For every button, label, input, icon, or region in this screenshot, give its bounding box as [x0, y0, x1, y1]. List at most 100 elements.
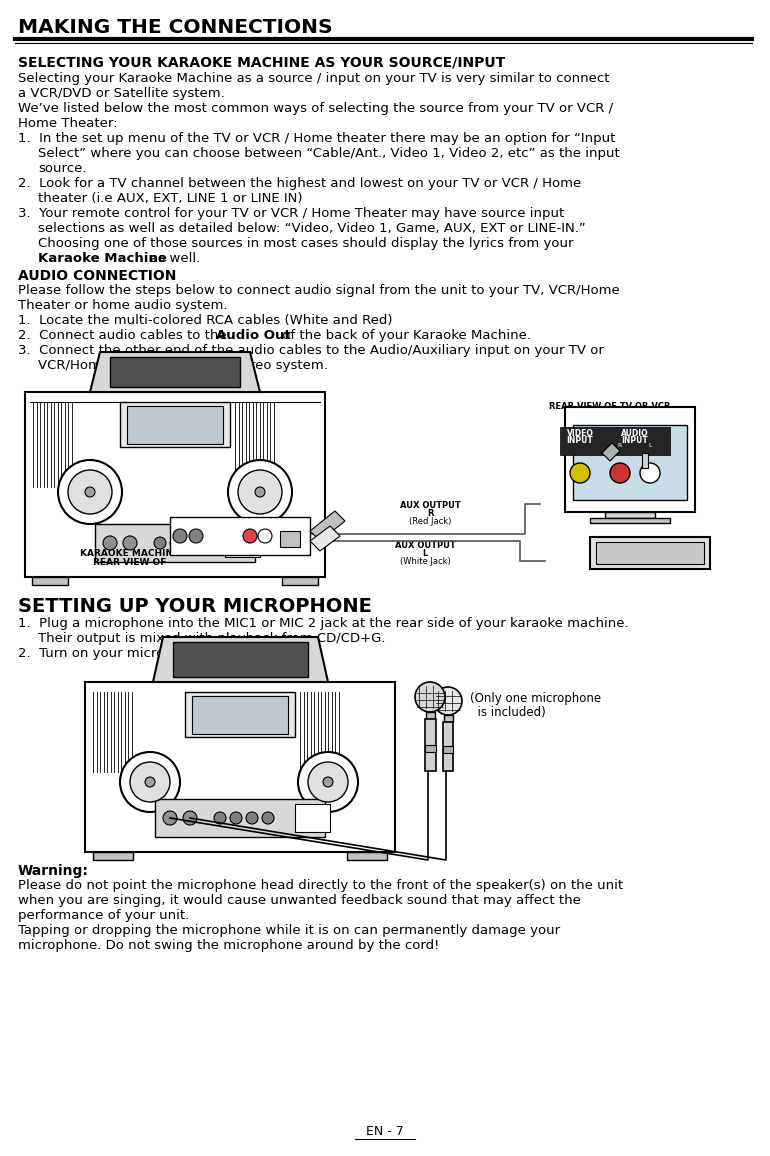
Bar: [573, 425, 687, 501]
Bar: [590, 538, 710, 569]
Text: AUX INPUT: AUX INPUT: [584, 453, 635, 462]
Text: Audio Out: Audio Out: [216, 329, 291, 342]
Bar: [280, 531, 300, 547]
Text: R: R: [607, 461, 613, 470]
Text: MIC2: MIC2: [189, 553, 203, 557]
Bar: [173, 642, 308, 677]
Text: VIDEO OUT: VIDEO OUT: [212, 553, 239, 557]
Circle shape: [130, 762, 170, 802]
Text: 1.  Locate the multi-colored RCA cables (White and Red): 1. Locate the multi-colored RCA cables (…: [18, 314, 393, 327]
Circle shape: [640, 464, 660, 483]
Text: source.: source.: [38, 162, 86, 175]
Text: AUDIO OUT: AUDIO OUT: [231, 553, 259, 557]
Circle shape: [298, 753, 358, 812]
Polygon shape: [90, 351, 260, 392]
Text: 2.  Look for a TV channel between the highest and lowest on your TV or VCR / Hom: 2. Look for a TV channel between the hig…: [18, 177, 581, 190]
Text: Karaoke Machine: Karaoke Machine: [38, 252, 167, 265]
Text: SETTING UP YOUR MICROPHONE: SETTING UP YOUR MICROPHONE: [18, 596, 372, 616]
Text: REAR VIEW OF: REAR VIEW OF: [93, 558, 166, 566]
Text: performance of your unit.: performance of your unit.: [18, 909, 189, 922]
Text: (Red Jack): (Red Jack): [589, 469, 631, 477]
Text: 3.  Connect the other end of the audio cables to the Audio/Auxiliary input on yo: 3. Connect the other end of the audio ca…: [18, 344, 604, 357]
Text: 1.  Plug a microphone into the MIC1 or MIC 2 jack at the rear side of your karao: 1. Plug a microphone into the MIC1 or MI…: [18, 617, 628, 630]
Text: of the back of your Karaoke Machine.: of the back of your Karaoke Machine.: [278, 329, 531, 342]
Text: 3.  Your remote control for your TV or VCR / Home Theater may have source input: 3. Your remote control for your TV or VC…: [18, 207, 564, 220]
Circle shape: [243, 529, 257, 543]
Text: We’ve listed below the most common ways of selecting the source from your TV or : We’ve listed below the most common ways …: [18, 102, 613, 114]
Circle shape: [68, 470, 112, 514]
Polygon shape: [153, 637, 328, 682]
Polygon shape: [310, 526, 340, 551]
Bar: [85, 682, 395, 852]
Text: AUX INPUT: AUX INPUT: [634, 477, 685, 487]
Circle shape: [246, 812, 258, 824]
Circle shape: [186, 538, 198, 549]
Text: Tapping or dropping the microphone while it is on can permanently damage your: Tapping or dropping the microphone while…: [18, 924, 560, 938]
Circle shape: [258, 529, 272, 543]
Circle shape: [308, 762, 348, 802]
Circle shape: [434, 687, 462, 716]
Text: 1.  In the set up menu of the TV or VCR / Home theater there may be an option fo: 1. In the set up menu of the TV or VCR /…: [18, 132, 615, 144]
Text: AUX OUTPUT: AUX OUTPUT: [400, 501, 460, 510]
Bar: [110, 357, 240, 387]
Text: (White Jack): (White Jack): [400, 557, 450, 566]
Circle shape: [570, 464, 590, 483]
Text: MAKING THE CONNECTIONS: MAKING THE CONNECTIONS: [18, 18, 333, 37]
Text: L: L: [423, 549, 427, 558]
Text: Warning:: Warning:: [18, 864, 89, 879]
Circle shape: [202, 538, 214, 549]
Polygon shape: [642, 453, 648, 468]
Circle shape: [154, 538, 166, 549]
Circle shape: [255, 487, 265, 497]
Circle shape: [163, 812, 177, 825]
Text: VCR/Home Theater or home stereo system.: VCR/Home Theater or home stereo system.: [38, 360, 328, 372]
Bar: [426, 712, 435, 719]
Text: 2.  Turn on your microphone to sing.: 2. Turn on your microphone to sing.: [18, 647, 259, 660]
Bar: [590, 518, 670, 523]
Text: as well.: as well.: [146, 252, 200, 265]
Text: microphone. Do not swing the microphone around by the cord!: microphone. Do not swing the microphone …: [18, 939, 440, 953]
Bar: [170, 517, 310, 555]
Bar: [596, 542, 704, 564]
Text: KARAOKE MACHINE: KARAOKE MACHINE: [80, 549, 179, 558]
Bar: [425, 744, 436, 753]
Text: MIC1: MIC1: [173, 553, 187, 557]
Text: AUX OUTPUT: AUX OUTPUT: [394, 541, 455, 550]
Circle shape: [262, 812, 274, 824]
Bar: [225, 529, 260, 557]
Bar: [127, 406, 223, 444]
Circle shape: [145, 777, 155, 787]
Bar: [32, 577, 68, 585]
Circle shape: [415, 682, 445, 712]
Text: SELECTING YOUR KARAOKE MACHINE AS YOUR SOURCE/INPUT: SELECTING YOUR KARAOKE MACHINE AS YOUR S…: [18, 55, 505, 71]
Circle shape: [170, 538, 182, 549]
Circle shape: [230, 812, 242, 824]
Circle shape: [173, 529, 187, 543]
Circle shape: [323, 777, 333, 787]
Text: (White Jack): (White Jack): [634, 494, 685, 503]
Text: (Red Jack): (Red Jack): [409, 517, 451, 526]
Bar: [282, 577, 318, 585]
Text: Their output is mixed with playback from CD/CD+G.: Their output is mixed with playback from…: [38, 632, 386, 645]
Text: INPUT: INPUT: [621, 436, 648, 445]
Polygon shape: [310, 511, 345, 541]
Bar: [443, 746, 453, 753]
Text: Select” where you can choose between “Cable/Ant., Video 1, Video 2, etc” as the : Select” where you can choose between “Ca…: [38, 147, 620, 160]
Text: OR HOME THEATER: OR HOME THEATER: [565, 410, 654, 418]
Bar: [347, 852, 387, 860]
Text: INPUT: INPUT: [567, 436, 594, 445]
Circle shape: [85, 487, 95, 497]
Polygon shape: [602, 443, 620, 461]
Circle shape: [189, 529, 203, 543]
Circle shape: [183, 812, 197, 825]
Circle shape: [228, 460, 292, 524]
Bar: [444, 716, 453, 722]
Bar: [192, 696, 288, 734]
Circle shape: [120, 753, 180, 812]
Bar: [120, 402, 230, 447]
Text: AUDIO: AUDIO: [621, 429, 649, 438]
Circle shape: [214, 812, 226, 824]
Bar: [185, 692, 295, 738]
Text: theater (i.e AUX, EXT, LINE 1 or LINE IN): theater (i.e AUX, EXT, LINE 1 or LINE IN…: [38, 192, 303, 205]
Bar: [605, 512, 655, 518]
